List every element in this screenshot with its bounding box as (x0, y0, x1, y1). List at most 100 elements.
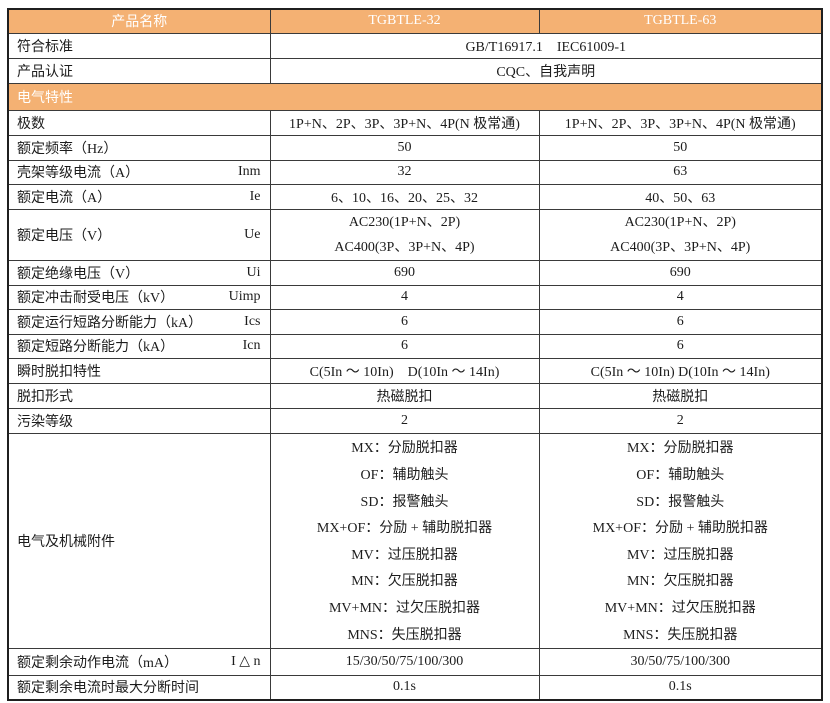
spec-symbol: I △ n (231, 654, 261, 669)
spec-value-63: 30/50/75/100/300 (538, 647, 823, 676)
accessory-item: MX：分励脱扣器 (626, 441, 734, 457)
spec-label: 脱扣形式 (17, 389, 73, 405)
spec-row-rated-current: 额定电流（A） Ie 6、10、16、20、25、32 40、50、63 (7, 183, 823, 210)
accessory-item: SD：报警触头 (636, 494, 725, 510)
spec-value-63: 690 (538, 259, 823, 286)
table-header-row: 产品名称 TGBTLE-32 TGBTLE-63 (7, 8, 823, 34)
spec-label: 额定电压（V） (17, 228, 112, 244)
spec-label: 额定运行短路分断能力（kA） (17, 315, 203, 331)
section-band-row: 电气特性 (7, 82, 823, 111)
spec-value-63: 50 (538, 134, 823, 161)
standards-label: 符合标准 (17, 39, 73, 55)
spec-symbol: Ui (246, 264, 261, 280)
spec-value-32: 32 (269, 159, 540, 185)
accessory-item: MX+OF：分励 + 辅助脱扣器 (592, 521, 768, 537)
spec-value-32: 6 (269, 333, 540, 359)
spec-label: 额定剩余电流时最大分断时间 (17, 681, 199, 697)
spec-label: 极数 (17, 116, 45, 132)
spec-value-32: 15/30/50/75/100/300 (269, 647, 540, 676)
spec-value-63: 6 (538, 333, 823, 359)
spec-value-63: AC230(1P+N、2P) AC400(3P、3P+N、4P) (538, 208, 823, 261)
spec-symbol: Ue (244, 226, 261, 242)
accessory-item: MV：过压脱扣器 (351, 547, 458, 563)
standards-value: GB/T16917.1 IEC61009-1 (269, 32, 823, 59)
spec-symbol: Icn (242, 338, 261, 353)
spec-value-32: 50 (269, 134, 540, 161)
spec-value-32: 6、10、16、20、25、32 (269, 183, 540, 210)
spec-value-32: 1P+N、2P、3P、3P+N、4P(N 极常通) (269, 109, 540, 136)
spec-value-63: 6 (538, 308, 823, 335)
spec-row-frequency: 额定频率（Hz） 50 50 (7, 134, 823, 161)
spec-row-pollution-degree: 污染等级 2 2 (7, 407, 823, 434)
spec-value-63: 1P+N、2P、3P、3P+N、4P(N 极常通) (538, 109, 823, 136)
spec-label: 额定冲击耐受电压（kV） (17, 291, 175, 306)
spec-row-trip-characteristic: 瞬时脱扣特性 C(5In ～ 10In) D(10In ～ 14In) C(5I… (7, 357, 823, 384)
standards-row: 符合标准 GB/T16917.1 IEC61009-1 (7, 32, 823, 59)
section-title: 电气特性 (7, 82, 823, 111)
spec-value-32: 热磁脱扣 (269, 382, 540, 409)
certification-label: 产品认证 (17, 64, 73, 80)
accessory-item: MN：欠压脱扣器 (626, 574, 734, 590)
accessory-item: MX：分励脱扣器 (351, 441, 458, 457)
spec-value-63: 40、50、63 (538, 183, 823, 210)
accessory-item: MNS：失压脱扣器 (623, 627, 738, 643)
spec-value-32: 690 (269, 259, 540, 286)
product-name-header: 产品名称 (7, 8, 271, 34)
spec-value-63: 2 (538, 407, 823, 434)
spec-value-32: MX：分励脱扣器 OF：辅助触头 SD：报警触头 MX+OF：分励 + 辅助脱扣… (269, 432, 540, 649)
accessory-item: MV+MN：过欠压脱扣器 (328, 601, 480, 617)
spec-row-accessories: 电气及机械附件 MX：分励脱扣器 OF：辅助触头 SD：报警触头 MX+OF：分… (7, 432, 823, 649)
product-spec-table: 产品名称 TGBTLE-32 TGBTLE-63 符合标准 GB/T16917.… (7, 8, 823, 701)
spec-symbol: Ie (249, 188, 261, 204)
voltage-line-2: AC400(3P、3P+N、4P) (610, 239, 751, 255)
spec-label: 电气及机械附件 (17, 534, 115, 550)
spec-value-63: 热磁脱扣 (538, 382, 823, 409)
spec-value-32: C(5In ～ 10In) D(10In ～ 14In) (269, 357, 540, 384)
spec-value-32: 6 (269, 308, 540, 335)
accessory-item: MV：过压脱扣器 (626, 547, 734, 563)
accessory-item: MNS：失压脱扣器 (347, 627, 462, 643)
spec-label: 额定频率（Hz） (17, 141, 118, 157)
spec-value-32: 0.1s (269, 674, 540, 701)
spec-symbol: Uimp (228, 289, 261, 304)
spec-row-trip-type: 脱扣形式 热磁脱扣 热磁脱扣 (7, 382, 823, 409)
accessory-item: SD：报警触头 (360, 494, 449, 510)
voltage-line-1: AC230(1P+N、2P) (624, 214, 736, 230)
spec-symbol: Inm (237, 164, 261, 179)
spec-row-icn: 额定短路分断能力（kA） Icn 6 6 (7, 333, 823, 359)
certification-value: CQC、自我声明 (269, 57, 823, 84)
model-32-header: TGBTLE-32 (269, 8, 540, 34)
spec-row-frame-current: 壳架等级电流（A） Inm 32 63 (7, 159, 823, 185)
accessory-item: MX+OF：分励 + 辅助脱扣器 (316, 521, 493, 537)
spec-value-63: MX：分励脱扣器 OF：辅助触头 SD：报警触头 MX+OF：分励 + 辅助脱扣… (538, 432, 823, 649)
model-63-header: TGBTLE-63 (538, 8, 823, 34)
spec-label: 额定短路分断能力（kA） (17, 340, 175, 355)
accessory-item: MN：欠压脱扣器 (351, 574, 458, 590)
spec-value-32: 2 (269, 407, 540, 434)
spec-value-63: C(5In ～ 10In) D(10In ～ 14In) (538, 357, 823, 384)
voltage-line-2: AC400(3P、3P+N、4P) (334, 239, 475, 255)
certification-row: 产品认证 CQC、自我声明 (7, 57, 823, 84)
spec-row-residual-current: 额定剩余动作电流（mA） I △ n 15/30/50/75/100/300 30… (7, 647, 823, 676)
spec-value-63: 63 (538, 159, 823, 185)
accessory-item: MV+MN：过欠压脱扣器 (604, 601, 756, 617)
spec-row-rated-voltage: 额定电压（V） Ue AC230(1P+N、2P) AC400(3P、3P+N、4… (7, 208, 823, 261)
spec-value-32: 4 (269, 284, 540, 310)
accessory-item: OF：辅助触头 (360, 467, 449, 483)
spec-label: 额定剩余动作电流（mA） (17, 655, 178, 671)
spec-value-32: AC230(1P+N、2P) AC400(3P、3P+N、4P) (269, 208, 540, 261)
spec-value-63: 0.1s (538, 674, 823, 701)
spec-label: 额定绝缘电压（V） (17, 266, 140, 282)
spec-label: 污染等级 (17, 414, 73, 430)
accessory-item: OF：辅助触头 (636, 467, 725, 483)
spec-row-poles: 极数 1P+N、2P、3P、3P+N、4P(N 极常通) 1P+N、2P、3P、… (7, 109, 823, 136)
spec-row-ics: 额定运行短路分断能力（kA） Ics 6 6 (7, 308, 823, 335)
spec-row-max-breaking-time: 额定剩余电流时最大分断时间 0.1s 0.1s (7, 674, 823, 701)
voltage-line-1: AC230(1P+N、2P) (348, 214, 461, 230)
spec-label: 瞬时脱扣特性 (17, 364, 101, 380)
spec-label: 额定电流（A） (17, 190, 112, 206)
spec-label: 壳架等级电流（A） (17, 166, 140, 181)
spec-symbol: Ics (244, 313, 261, 329)
spec-row-impulse-voltage: 额定冲击耐受电压（kV） Uimp 4 4 (7, 284, 823, 310)
spec-value-63: 4 (538, 284, 823, 310)
